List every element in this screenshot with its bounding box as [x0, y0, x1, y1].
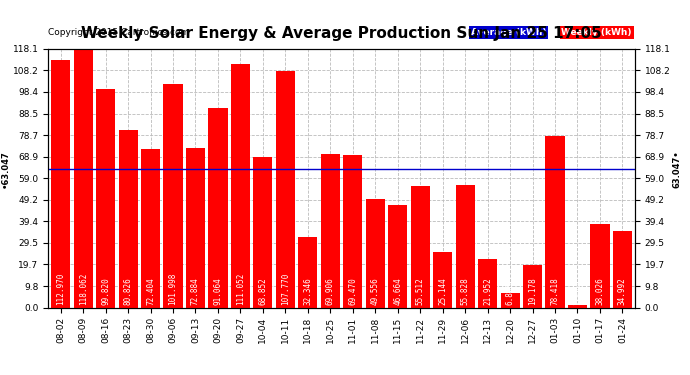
Text: 69.470: 69.470 — [348, 278, 357, 305]
Text: 32.346: 32.346 — [304, 278, 313, 305]
Title: Weekly Solar Energy & Average Production Sun Jan 25 17:05: Weekly Solar Energy & Average Production… — [81, 26, 602, 41]
Text: 63.047•: 63.047• — [673, 150, 682, 188]
Text: 1.030: 1.030 — [573, 282, 582, 305]
Bar — [366, 199, 385, 308]
Bar — [568, 305, 587, 308]
Bar — [591, 224, 609, 308]
Bar — [455, 185, 475, 308]
Text: 80.826: 80.826 — [124, 278, 132, 305]
Bar — [74, 49, 92, 308]
Text: 6.808: 6.808 — [506, 282, 515, 305]
Text: 21.952: 21.952 — [483, 278, 492, 305]
Bar — [208, 108, 228, 308]
Text: 111.052: 111.052 — [236, 273, 245, 305]
Bar — [433, 252, 452, 308]
Text: 112.970: 112.970 — [56, 273, 65, 305]
Bar — [96, 89, 115, 308]
Text: 19.178: 19.178 — [528, 278, 537, 305]
Text: 107.770: 107.770 — [281, 273, 290, 305]
Text: 55.512: 55.512 — [415, 278, 425, 305]
Bar — [253, 157, 273, 308]
Text: 91.064: 91.064 — [213, 278, 222, 305]
Bar — [321, 154, 340, 308]
Text: •63.047: •63.047 — [1, 150, 10, 188]
Text: 25.144: 25.144 — [438, 278, 447, 305]
Bar — [51, 60, 70, 308]
Bar — [231, 64, 250, 308]
Text: 68.852: 68.852 — [258, 278, 268, 305]
Text: 99.820: 99.820 — [101, 278, 110, 305]
Bar — [546, 136, 564, 308]
Text: 46.664: 46.664 — [393, 278, 402, 305]
Bar — [411, 186, 430, 308]
Text: 34.992: 34.992 — [618, 278, 627, 305]
Text: 118.062: 118.062 — [79, 273, 88, 305]
Text: Average (kWh): Average (kWh) — [471, 28, 546, 37]
Text: 101.998: 101.998 — [168, 273, 177, 305]
Bar — [478, 260, 497, 308]
Text: 38.026: 38.026 — [595, 278, 604, 305]
Text: 78.418: 78.418 — [551, 278, 560, 305]
Bar — [613, 231, 632, 308]
Text: 55.828: 55.828 — [461, 278, 470, 305]
Text: 72.884: 72.884 — [191, 278, 200, 305]
Bar — [523, 266, 542, 308]
Text: 49.556: 49.556 — [371, 278, 380, 305]
Bar — [343, 155, 362, 308]
Bar — [186, 148, 205, 308]
Text: Weekly (kWh): Weekly (kWh) — [562, 28, 632, 37]
Bar — [276, 71, 295, 308]
Bar — [164, 84, 183, 308]
Text: 69.906: 69.906 — [326, 278, 335, 305]
Bar — [119, 130, 137, 308]
Bar — [388, 205, 407, 308]
Bar — [141, 149, 160, 308]
Bar — [298, 237, 317, 308]
Text: Copyright 2015 Cartronics.com: Copyright 2015 Cartronics.com — [48, 28, 190, 37]
Text: 72.404: 72.404 — [146, 278, 155, 305]
Bar — [500, 292, 520, 308]
